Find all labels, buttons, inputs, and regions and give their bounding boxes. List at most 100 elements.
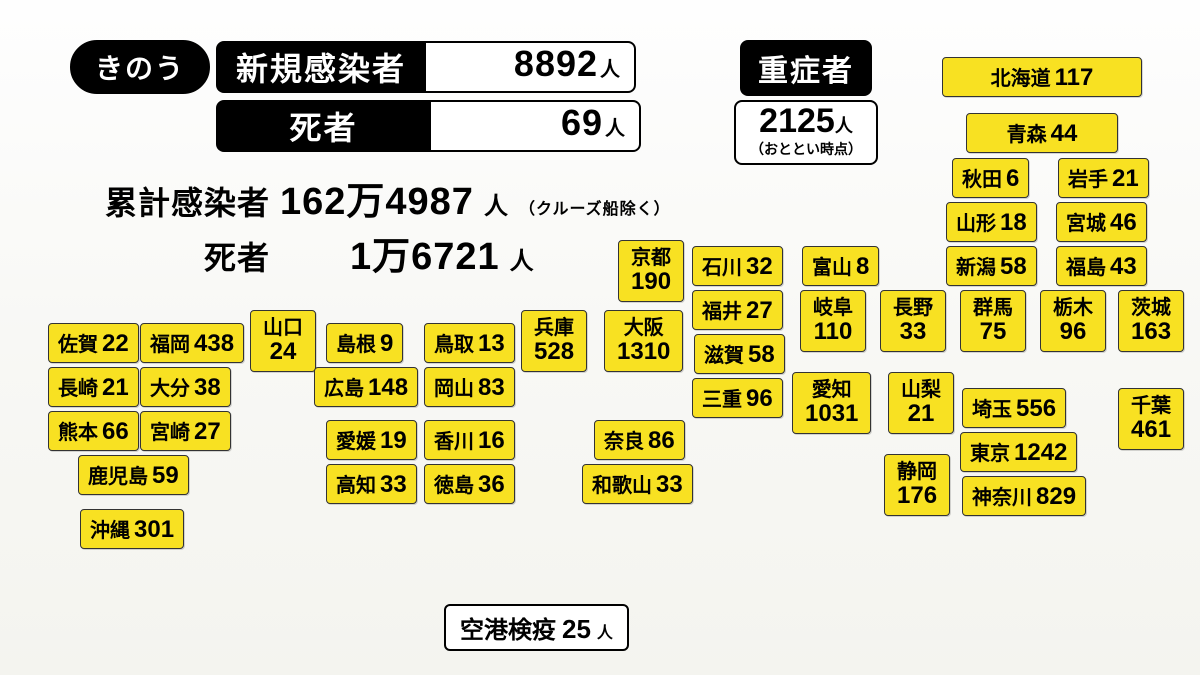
new-cases-label: 新規感染者 [216,41,426,93]
prefecture-tile: 熊本66 [48,411,139,451]
prefecture-count: 301 [134,516,174,544]
prefecture-name: 山梨 [901,379,941,401]
prefecture-count: 75 [980,319,1007,345]
prefecture-count: 86 [648,427,675,455]
prefecture-name: 石川 [702,251,742,280]
prefecture-count: 27 [746,297,773,325]
prefecture-count: 461 [1131,417,1171,443]
prefecture-tile: 岡山83 [424,367,515,407]
critical-note: （おととい時点） [750,139,862,159]
prefecture-name: 岐阜 [813,297,853,319]
row-new-cases: きのう 新規感染者 8892 人 [70,40,671,94]
prefecture-count: 1242 [1014,439,1067,467]
critical-label: 重症者 [740,40,872,96]
prefecture-tile: 大分38 [140,367,231,407]
prefecture-count: 9 [380,330,393,358]
prefecture-count: 117 [1055,64,1094,92]
prefecture-tile: 和歌山33 [582,464,693,504]
prefecture-count: 59 [152,462,179,490]
unit-text: 人 [510,241,535,276]
prefecture-name: 愛媛 [336,425,376,454]
row-deaths: 死者 69 人 [216,100,671,152]
prefecture-name: 青森 [1007,118,1047,147]
prefecture-tile: 青森44 [966,113,1118,153]
prefecture-count: 96 [1060,319,1087,345]
prefecture-tile: 東京1242 [960,432,1077,472]
prefecture-count: 163 [1131,319,1171,345]
prefecture-name: 宮崎 [150,416,190,445]
prefecture-tile: 山梨21 [888,372,954,434]
prefecture-tile: 福島43 [1056,246,1147,286]
prefecture-count: 21 [1112,165,1139,193]
prefecture-tile: 岩手21 [1058,158,1149,198]
prefecture-tile: 徳島36 [424,464,515,504]
new-cases-num: 8892 [514,43,598,85]
airport-label: 空港検疫 [460,610,556,645]
prefecture-tile: 鳥取13 [424,323,515,363]
prefecture-name: 大分 [150,372,190,401]
unit-text: 人 [484,186,509,221]
infographic-root: きのう 新規感染者 8892 人 死者 69 人 累計感染者 162万4987 … [0,0,1200,675]
prefecture-tile: 千葉461 [1118,388,1184,450]
prefecture-name: 神奈川 [972,481,1032,510]
prefecture-tile: 岐阜110 [800,290,866,352]
prefecture-name: 山口 [263,317,303,339]
prefecture-count: 66 [102,418,129,446]
prefecture-tile: 山形18 [946,202,1037,242]
prefecture-name: 福岡 [150,328,190,357]
prefecture-name: 長野 [893,297,933,319]
prefecture-tile: 愛知1031 [792,372,871,434]
prefecture-name: 鳥取 [434,328,474,357]
prefecture-name: 茨城 [1131,297,1171,319]
prefecture-name: 奈良 [604,425,644,454]
prefecture-count: 32 [746,253,773,281]
prefecture-name: 佐賀 [58,328,98,357]
prefecture-tile: 高知33 [326,464,417,504]
prefecture-name: 愛知 [812,379,852,401]
prefecture-tile: 宮城46 [1056,202,1147,242]
prefecture-name: 香川 [434,425,474,454]
prefecture-name: 徳島 [434,469,474,498]
prefecture-count: 829 [1036,483,1076,511]
new-cases-value: 8892 人 [426,41,636,93]
deaths-value: 69 人 [431,100,641,152]
prefecture-name: 秋田 [962,163,1002,192]
prefecture-count: 148 [368,374,408,402]
prefecture-tile: 島根9 [326,323,403,363]
prefecture-tile: 鹿児島59 [78,455,189,495]
prefecture-tile: 長崎21 [48,367,139,407]
prefecture-tile: 長野33 [880,290,946,352]
prefecture-count: 22 [102,330,129,358]
prefecture-tile: 北海道117 [942,57,1142,97]
prefecture-name: 福井 [702,295,742,324]
prefecture-name: 三重 [702,383,742,412]
prefecture-tile: 山口24 [250,310,316,372]
unit-text: 人 [835,116,853,136]
prefecture-count: 33 [656,471,683,499]
prefecture-count: 18 [1000,209,1027,237]
prefecture-name: 和歌山 [592,469,652,498]
prefecture-tile: 香川16 [424,420,515,460]
cum-cases-label: 累計感染者 [70,178,270,224]
unit-text: 人 [597,619,613,643]
prefecture-name: 福島 [1066,251,1106,280]
prefecture-tile: 三重96 [692,378,783,418]
prefecture-count: 16 [478,427,505,455]
prefecture-count: 21 [908,401,935,427]
prefecture-tile: 秋田6 [952,158,1029,198]
prefecture-count: 19 [380,427,407,455]
critical-num: 2125 [759,102,835,140]
prefecture-count: 528 [534,339,574,365]
prefecture-count: 43 [1110,253,1137,281]
prefecture-count: 58 [1000,253,1027,281]
unit-text: 人 [605,112,625,141]
prefecture-count: 13 [478,330,505,358]
prefecture-name: 群馬 [973,297,1013,319]
prefecture-name: 山形 [956,207,996,236]
prefecture-tile: 兵庫528 [521,310,587,372]
prefecture-tile: 神奈川829 [962,476,1086,516]
prefecture-count: 21 [102,374,129,402]
prefecture-tile: 福井27 [692,290,783,330]
prefecture-tile: 滋賀58 [694,334,785,374]
critical-block: 重症者 2125人 （おととい時点） [734,40,878,165]
